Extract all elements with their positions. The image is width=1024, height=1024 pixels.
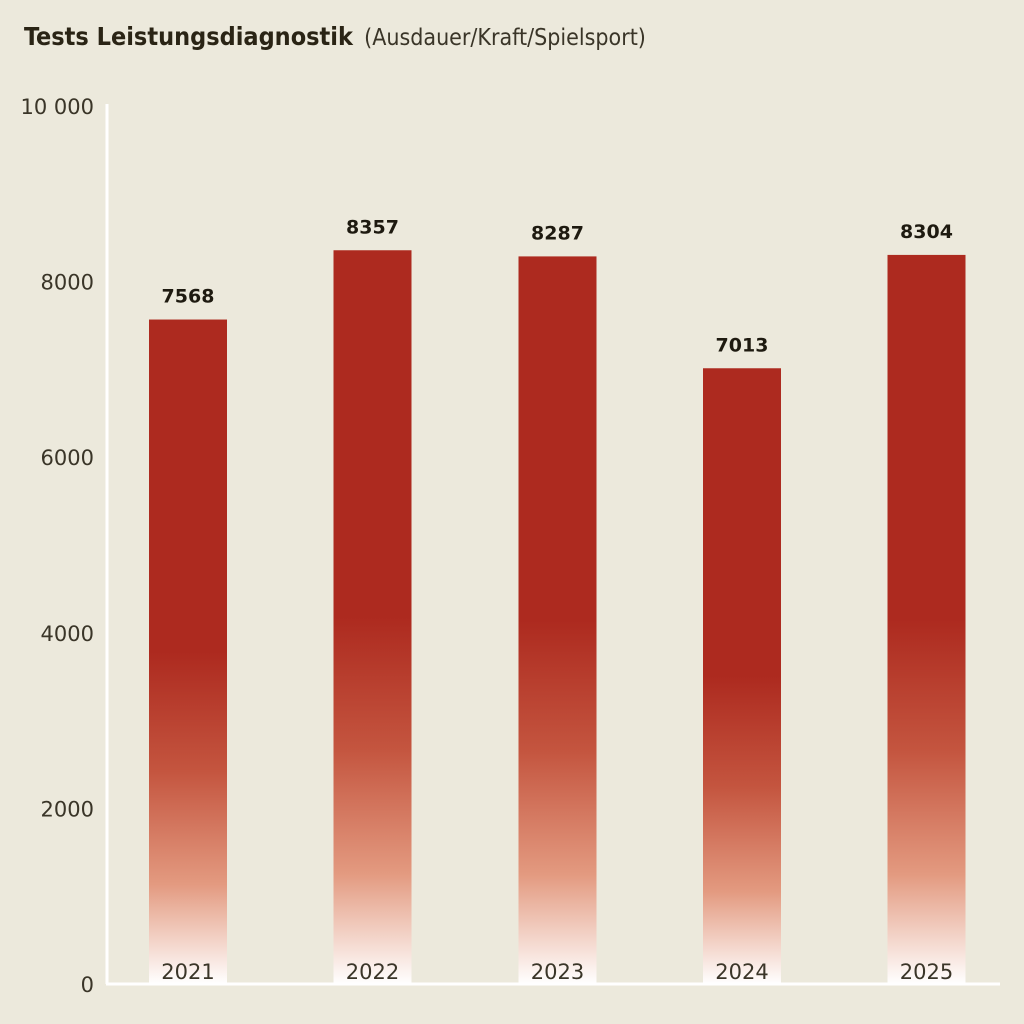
bar-2022: [333, 250, 412, 985]
value-label: 7013: [716, 334, 769, 356]
bar-2025: [887, 254, 966, 984]
x-tick-label: 2022: [346, 960, 399, 984]
x-tick-label: 2024: [715, 960, 768, 984]
value-label: 8357: [346, 216, 399, 238]
y-tick-label: 10 000: [21, 95, 94, 119]
bar-2021: [149, 319, 227, 984]
y-tick-label: 0: [81, 973, 94, 997]
y-tick-label: 2000: [41, 797, 94, 821]
x-tick-label: 2025: [900, 960, 953, 984]
value-label: 8304: [900, 221, 953, 243]
x-tick-label: 2021: [161, 960, 214, 984]
y-tick-label: 6000: [41, 446, 94, 470]
chart-title-main: Tests Leistungsdiagnostik: [24, 22, 353, 51]
x-tick-label: 2023: [531, 960, 584, 984]
chart-title: Tests Leistungsdiagnostik (Ausdauer/Kraf…: [24, 22, 646, 51]
value-label: 8287: [531, 222, 584, 244]
y-tick-label: 4000: [41, 622, 94, 646]
chart-subtitle: (Ausdauer/Kraft/Spielsport): [364, 25, 646, 51]
bar-2023: [518, 256, 597, 985]
y-tick-label: 8000: [41, 271, 94, 295]
bar-2024: [703, 368, 781, 984]
value-label: 7568: [162, 286, 215, 308]
